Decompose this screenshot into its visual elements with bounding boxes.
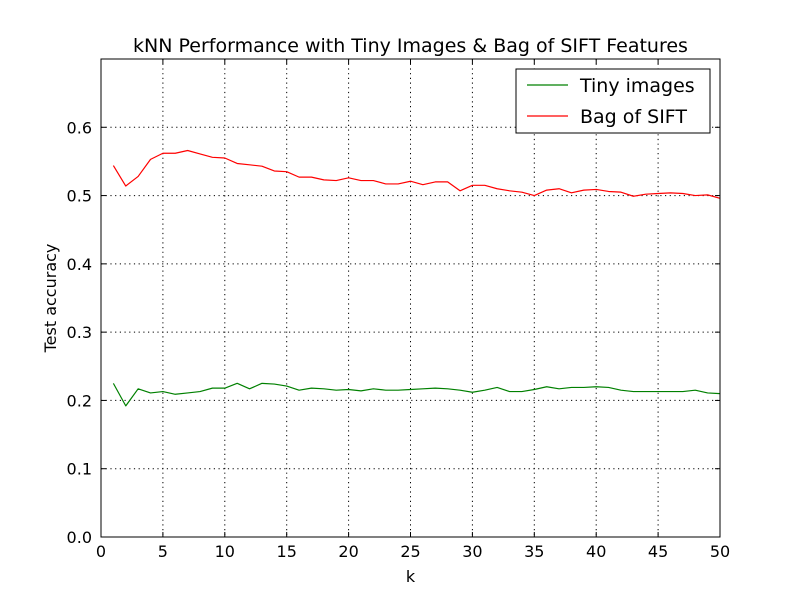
x-tick-label: 25: [400, 542, 420, 561]
x-tick-label: 5: [158, 542, 168, 561]
x-tick-label: 15: [277, 542, 297, 561]
y-tick-label: 0.2: [67, 391, 92, 410]
series-line-bag-of-sift: [112, 149, 721, 199]
y-tick-label: 0.0: [67, 528, 92, 547]
x-tick-label: 40: [586, 542, 606, 561]
x-tick-label: 30: [462, 542, 482, 561]
x-tick-label: 0: [96, 542, 106, 561]
x-tick-label: 10: [215, 542, 235, 561]
chart-title: kNN Performance with Tiny Images & Bag o…: [133, 35, 688, 57]
axis-ticks: 0 5 10 15 20 25 30 35 40 45 50 0.0 0.1 0.2 0.3 0.4 0.5 0.…: [67, 59, 730, 561]
y-tick-label: 0.5: [67, 187, 92, 206]
legend-box: [515, 68, 711, 134]
x-axis-label: k: [406, 567, 416, 586]
x-tick-label: 50: [710, 542, 730, 561]
y-tick-label: 0.6: [67, 118, 92, 137]
y-axis-label: Test accuracy: [41, 244, 60, 354]
y-tick-label: 0.1: [67, 460, 92, 479]
legend-label-tiny-images: Tiny images: [579, 75, 695, 97]
series-line-tiny-images: [112, 382, 721, 407]
x-tick-label: 20: [338, 542, 358, 561]
y-tick-label: 0.4: [67, 255, 92, 274]
x-tick-label: 45: [648, 542, 668, 561]
series-lines: [112, 149, 721, 407]
x-tick-label: 35: [524, 542, 544, 561]
legend-label-bag-of-sift: Bag of SIFT: [580, 106, 687, 128]
legend: Tiny images Bag of SIFT: [515, 68, 711, 134]
y-tick-label: 0.3: [67, 323, 92, 342]
